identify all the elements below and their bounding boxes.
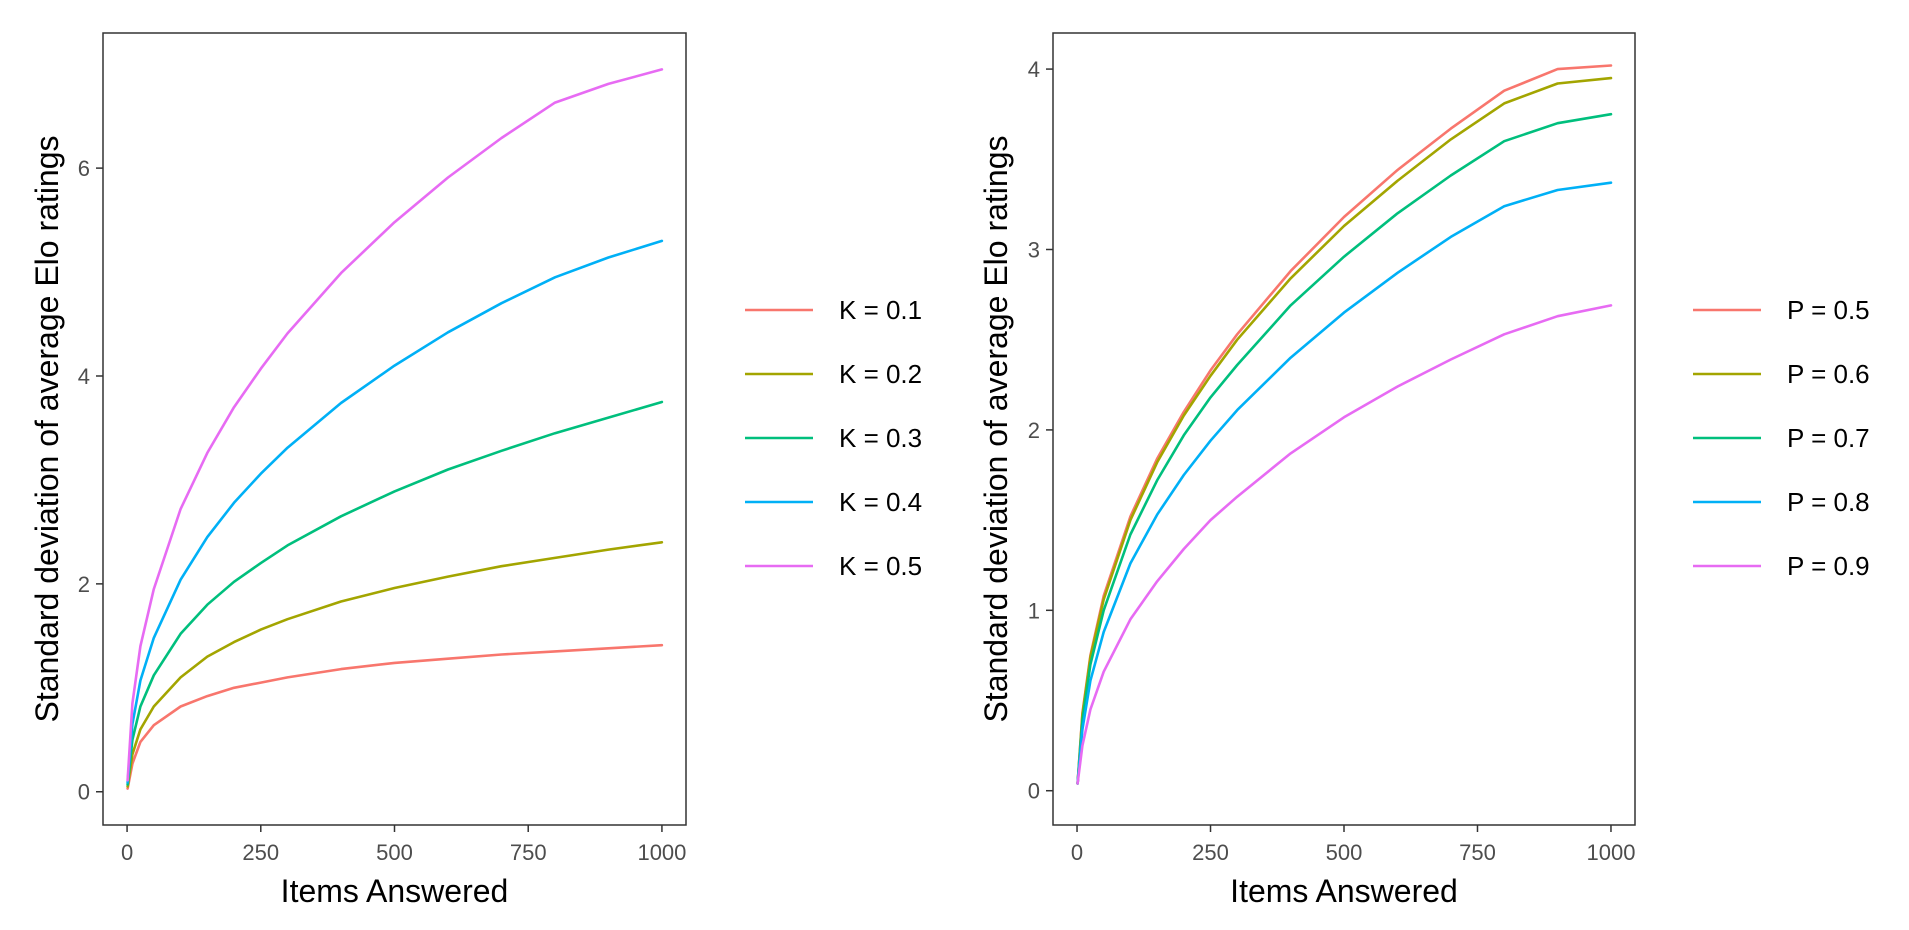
x-tick-label: 500 [1326, 840, 1363, 865]
x-tick-label: 0 [1071, 840, 1083, 865]
plot-area-border [102, 32, 687, 826]
legend-item: P = 0.8 [1693, 487, 1870, 517]
legend-label: P = 0.7 [1787, 423, 1870, 453]
legend-item: K = 0.4 [745, 487, 922, 517]
legend-label: K = 0.3 [839, 423, 922, 453]
legend-label: K = 0.1 [839, 295, 922, 325]
legend-label: P = 0.5 [1787, 295, 1870, 325]
y-axis-title: Standard deviation of average Elo rating… [29, 135, 65, 722]
x-tick-label: 250 [1192, 840, 1229, 865]
legend: K = 0.1 K = 0.2 K = 0.3 K = 0.4 K = 0.5 [745, 295, 922, 581]
legend-label: K = 0.4 [839, 487, 922, 517]
legend-item: P = 0.6 [1693, 359, 1870, 389]
x-tick-label: 750 [510, 840, 547, 865]
legend-label: K = 0.5 [839, 551, 922, 581]
y-tick-label: 4 [78, 364, 90, 389]
legend-item: P = 0.5 [1693, 295, 1870, 325]
legend-item: K = 0.1 [745, 295, 922, 325]
legend-item: K = 0.2 [745, 359, 922, 389]
y-tick-label: 6 [78, 156, 90, 181]
legend-item: P = 0.9 [1693, 551, 1870, 581]
y-tick-label: 0 [78, 780, 90, 805]
chart-panel-2: 0 250 500 750 1000 0 1 2 3 4 Items Answered Standar… [978, 32, 1870, 909]
legend: P = 0.5 P = 0.6 P = 0.7 P = 0.8 P = 0.9 [1693, 295, 1870, 581]
legend-label: P = 0.8 [1787, 487, 1870, 517]
legend-item: K = 0.5 [745, 551, 922, 581]
y-tick-label: 2 [78, 572, 90, 597]
legend-item: K = 0.3 [745, 423, 922, 453]
series-line-4 [126, 239, 664, 784]
x-tick-label: 250 [242, 840, 279, 865]
y-tick-label: 4 [1028, 57, 1040, 82]
x-tick-label: 1000 [637, 840, 686, 865]
y-tick-label: 1 [1028, 598, 1040, 623]
series-line-1 [126, 643, 664, 790]
legend-label: P = 0.9 [1787, 551, 1870, 581]
x-tick-label: 500 [376, 840, 413, 865]
y-axis-title: Standard deviation of average Elo rating… [978, 135, 1014, 722]
x-tick-label: 750 [1459, 840, 1496, 865]
y-tick-label: 0 [1028, 779, 1040, 804]
y-tick-label: 2 [1028, 418, 1040, 443]
x-tick-label: 1000 [1586, 840, 1635, 865]
series-line-2 [126, 540, 664, 788]
series-line-5 [126, 68, 664, 782]
series-line-2 [1076, 76, 1613, 785]
x-tick-label: 0 [121, 840, 133, 865]
plot-area-border [1052, 32, 1636, 826]
x-axis-title: Items Answered [281, 873, 509, 909]
chart-panel-1: 0 250 500 750 1000 0 2 4 6 Items Answered Standard… [29, 32, 922, 909]
series-line-5 [1076, 304, 1613, 785]
legend-item: P = 0.7 [1693, 423, 1870, 453]
series-line-4 [1076, 181, 1613, 785]
y-tick-label: 3 [1028, 237, 1040, 262]
series-line-3 [1076, 112, 1613, 785]
series-line-3 [126, 400, 664, 786]
legend-label: K = 0.2 [839, 359, 922, 389]
x-axis-title: Items Answered [1230, 873, 1458, 909]
legend-label: P = 0.6 [1787, 359, 1870, 389]
series-line-1 [1076, 64, 1613, 785]
